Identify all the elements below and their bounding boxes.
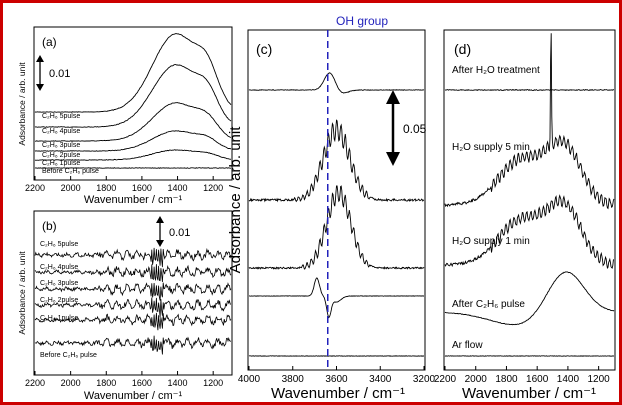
panel-a-label: (a) [42,35,57,49]
panel-b-series-label-6: Before C₂H₆ pulse [40,352,97,359]
panel-d-series-label-5: Ar flow [452,340,483,351]
panel-a-tick-label-1800: 1800 [96,183,116,193]
panel-c-tick-label-3800: 3800 [282,374,305,385]
panel-a-curve-3 [35,102,232,142]
panel-d-tick-label-1800: 1800 [495,374,518,385]
panel-a-curve-2 [34,64,232,128]
panel-b-curve-2 [34,264,232,283]
panel-b-series-label-4: C₂H₆ 2pulse [40,297,78,304]
panel-c-scale-bar [386,90,400,166]
panel-a-x-ticks: 2200 2000 1800 1600 1400 1200 [25,176,223,193]
panel-b-scale-bar [156,216,164,247]
panel-a-series-labels: C₂H₆ 5pulse C₂H₆ 4pulse C₂H₆ 3pulse C₂H₆ 2p… [42,113,99,175]
panel-c-curve-4 [249,277,424,319]
panel-d: (d) After H₂O treatment H₂O supply 5 min H… [434,29,616,402]
panel-a-tick-label-1600: 1600 [132,183,152,193]
panel-b-curve-4 [34,297,231,318]
panel-d-curve-2 [444,33,615,210]
panel-d-tick-label-1400: 1400 [557,374,580,385]
panel-a-curve-4 [34,130,232,152]
panel-b-series-label-2: C₂H₆ 4pulse [40,264,78,271]
panel-a-curve-1 [34,33,232,113]
panel-a-curves [34,33,232,169]
panel-d-tick-label-2000: 2000 [465,374,488,385]
panel-b-curve-5 [34,312,232,331]
panel-b-x-label: Wavenumber / cm⁻¹ [84,390,183,402]
panel-d-series-label-3: H₂O supply 1 min [452,236,530,247]
panel-a-tick-label-1200: 1200 [203,183,223,193]
panel-c-curves [248,72,425,357]
panel-c-x-ticks: 4000 3800 3600 3400 3200 [238,366,436,385]
panel-b-curves [34,247,232,355]
panel-b-tick-label-2000: 2000 [61,378,81,388]
panel-b-curve-1 [34,247,232,268]
panel-a-series-label-6: Before C₂H₆ pulse [42,168,99,175]
panel-b-series-label-3: C₂H₆ 3pulse [40,280,78,287]
panel-d-tick-label-1200: 1200 [588,374,611,385]
panel-a-series-label-3: C₂H₆ 3pulse [42,142,80,149]
panel-d-curve-1 [444,88,614,92]
panel-b: (b) 0.01 C₂H₆ 5pulse C₂H₆ 4pulse C₂H₆ 3pul… [17,210,233,402]
panel-b-plot-area [33,210,233,376]
panel-c-tick-label-3400: 3400 [369,374,392,385]
panel-c-label: (c) [256,41,272,57]
panel-a-tick-label-1400: 1400 [168,183,188,193]
panel-a-tick-label-2000: 2000 [61,183,81,193]
panel-b-curve-6 [34,335,232,355]
panel-c-tick-label-4000: 4000 [238,374,261,385]
panel-a-curve-6 [34,167,232,169]
panel-a-series-label-1: C₂H₆ 5pulse [42,113,80,120]
panel-b-tick-label-1800: 1800 [96,378,116,388]
panel-d-label: (d) [454,41,471,57]
panel-b-curve-3 [34,282,232,301]
panel-a-y-label: Adsorbance / arb. unit [17,62,27,146]
panel-a-curve-5 [34,149,232,161]
panel-d-series-labels: After H₂O treatment H₂O supply 5 min H₂O s… [452,65,540,351]
panel-d-curves [444,33,615,357]
panel-d-series-label-1: After H₂O treatment [452,65,540,76]
panel-d-tick-label-2200: 2200 [434,374,457,385]
panel-c: (c) OH group 0.05 4000 3800 3600 3400 3200 W… [227,14,436,402]
panel-c-scale-value: 0.05 [403,122,427,136]
panel-a-series-label-2: C₂H₆ 4pulse [42,128,80,135]
panel-a-series-label-4: C₂H₆ 2pulse [42,152,80,159]
panel-b-x-ticks: 2200 2000 1800 1600 1400 1200 [25,371,223,388]
panel-b-series-label-1: C₂H₆ 5pulse [40,241,78,248]
oh-group-label: OH group [336,14,388,28]
panel-b-tick-label-1400: 1400 [168,378,188,388]
panel-c-y-label: Adsorbance / arb. unit [227,126,244,274]
panel-c-tick-label-3200: 3200 [413,374,436,385]
panel-c-tick-label-3600: 3600 [325,374,348,385]
panel-d-curve-4 [444,271,615,326]
panel-b-label: (b) [42,219,57,233]
panel-c-x-label: Wavenumber / cm⁻¹ [271,385,405,402]
panel-d-series-label-2: H₂O supply 5 min [452,142,530,153]
panel-d-plot-area [443,29,616,371]
panel-a-tick-label-2200: 2200 [25,183,45,193]
panel-a-plot-area [33,26,233,181]
panel-b-tick-label-1200: 1200 [203,378,223,388]
panel-d-x-ticks: 2200 2000 1800 1600 1400 1200 [434,366,610,385]
panel-a-scale-bar [36,55,44,91]
panel-a-series-label-5: C₂H₆ 1pulse [42,160,80,167]
panel-d-x-label: Wavenumber / cm⁻¹ [462,385,596,402]
panel-d-curve-3 [444,194,614,270]
panel-b-tick-label-1600: 1600 [132,378,152,388]
panel-a-scale-value: 0.01 [49,68,70,80]
panel-a-x-label: Wavenumber / cm⁻¹ [84,194,183,206]
panel-b-tick-label-2200: 2200 [25,378,45,388]
panel-c-curve-1 [248,72,425,94]
panel-b-series-label-5: C₂H₆ 1pulse [40,315,78,322]
panel-d-series-label-4: After C₂H₆ pulse [452,299,525,310]
panel-a: (a) 0.01 C₂H₆ 5pulse C₂H₆ 4pulse C₂H₆ 3pul… [17,26,233,206]
panel-b-scale-value: 0.01 [169,227,190,239]
panel-c-curve-2 [248,119,425,203]
panel-c-curve-3 [248,185,425,270]
panel-b-series-labels: C₂H₆ 5pulse C₂H₆ 4pulse C₂H₆ 3pulse C₂H₆ 2p… [40,241,97,359]
panel-b-y-label: Adsorbance / arb. unit [17,251,27,335]
panel-d-tick-label-1600: 1600 [526,374,549,385]
